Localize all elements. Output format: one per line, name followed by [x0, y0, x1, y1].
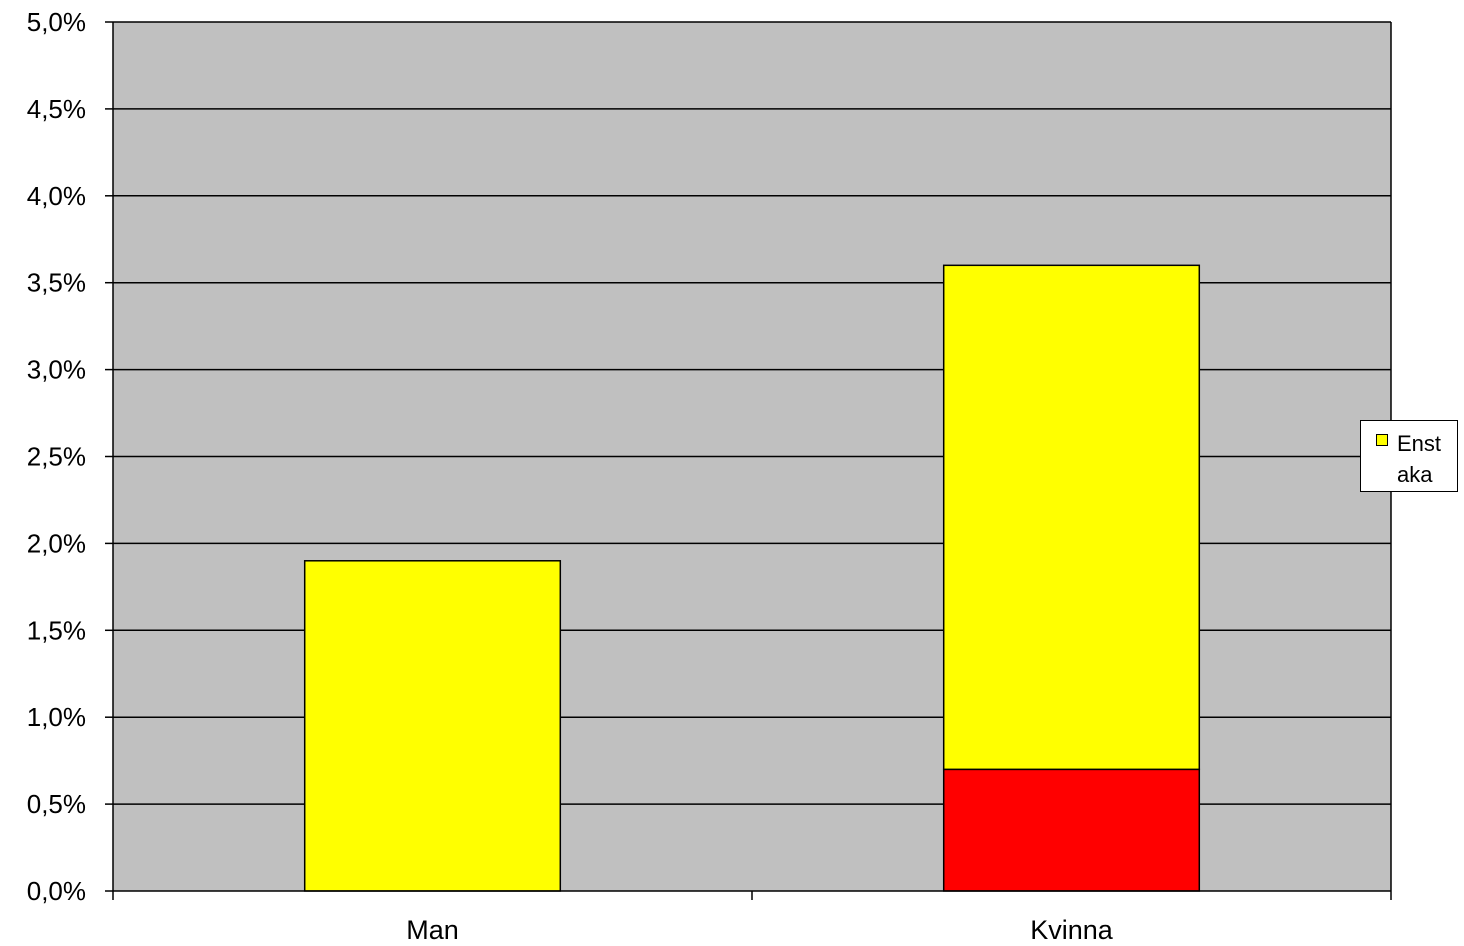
y-tick-label: 1,5%: [27, 615, 86, 645]
y-tick-label: 3,0%: [27, 355, 86, 385]
bar-segment: [942, 768, 1201, 892]
bar-segment: [303, 560, 562, 892]
y-tick-labels: 0,0% 0,5% 1,0% 1,5% 2,0% 2,5% 3,0% 3,5% 4,0% 4,5%…: [27, 7, 86, 906]
y-tick-label: 3,5%: [27, 268, 86, 298]
y-tick-label: 4,0%: [27, 181, 86, 211]
bars: [303, 264, 1201, 892]
y-tick-label: 2,0%: [27, 528, 86, 558]
y-tick-label: 5,0%: [27, 7, 86, 37]
legend-label: Enstaka: [1397, 431, 1442, 487]
x-category-labels: Man Kvinna: [406, 915, 1114, 945]
legend-swatch: [1376, 434, 1388, 446]
x-category-label: Man: [406, 915, 459, 945]
y-tick-label: 0,5%: [27, 789, 86, 819]
bar-segment: [942, 264, 1201, 771]
y-tick-label: 4,5%: [27, 94, 86, 124]
y-tick-label: 0,0%: [27, 876, 86, 906]
y-tick-label: 1,0%: [27, 702, 86, 732]
x-category-label: Kvinna: [1030, 915, 1114, 945]
y-tick-label: 2,5%: [27, 442, 86, 472]
legend: Enstaka: [1360, 420, 1458, 492]
